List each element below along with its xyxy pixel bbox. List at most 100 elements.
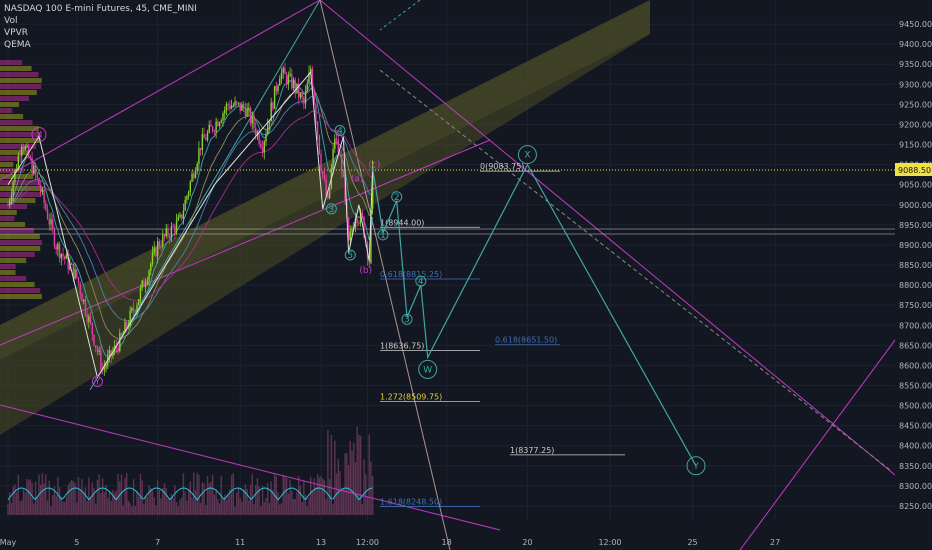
volume-bar <box>273 473 276 515</box>
candle-body <box>88 316 90 322</box>
candle-body <box>213 131 216 133</box>
volume-bar <box>17 474 20 515</box>
candle-body <box>335 138 338 140</box>
candle-body <box>12 182 14 196</box>
indicator-vol[interactable]: Vol <box>4 16 18 26</box>
volume-bar <box>175 502 178 515</box>
volume-bar <box>239 498 241 515</box>
volume-bar <box>256 477 259 515</box>
candle-body <box>340 154 343 172</box>
volume-bar <box>211 474 214 515</box>
candle-body <box>108 350 111 357</box>
candle-body <box>156 241 159 257</box>
volume-bar <box>340 490 343 515</box>
candle-body <box>297 83 300 98</box>
indicator-vpvr[interactable]: VPVR <box>4 28 28 38</box>
candle-body <box>358 222 360 224</box>
candle-body <box>93 334 95 346</box>
x-tick-label: 12:00 <box>598 538 621 547</box>
volume-profile-row <box>0 258 27 263</box>
volume-profile-row <box>0 204 28 209</box>
wave-label-circle <box>31 127 47 143</box>
candle-body <box>48 219 50 225</box>
volume-bar <box>289 479 291 515</box>
volume-profile-row <box>0 72 39 77</box>
candle-body <box>146 280 149 284</box>
ema-line <box>7 110 373 302</box>
candle-body <box>282 68 284 73</box>
volume-bar <box>125 472 128 515</box>
wave-label-circle <box>91 375 103 387</box>
candle-body <box>308 72 310 84</box>
candle-body <box>10 195 13 201</box>
volume-bar <box>62 501 64 515</box>
ema-line <box>7 95 373 322</box>
volume-profile-row <box>0 156 18 161</box>
wave-label: 5 <box>347 251 353 261</box>
candle-body <box>356 218 358 223</box>
wave-label-circle <box>325 203 337 215</box>
candle-body <box>232 105 235 107</box>
volume-bar <box>46 500 49 515</box>
candle-body <box>261 147 264 153</box>
volume-bar <box>43 483 45 515</box>
x-tick-label: 5 <box>74 538 79 547</box>
candle-body <box>208 124 210 133</box>
volume-bar <box>282 474 284 515</box>
volume-bar <box>267 482 269 515</box>
volume-bar <box>353 443 355 515</box>
time-axis[interactable]: May 5 7 11 13 12:00 18 20 12:00 25 27 <box>0 538 780 547</box>
volume-bar <box>24 492 26 515</box>
candle-body <box>299 93 302 98</box>
volume-bar <box>15 491 18 515</box>
volume-bar <box>337 459 339 515</box>
wave-label-circle <box>391 191 403 203</box>
candle-body <box>227 104 229 106</box>
candle-body <box>117 347 119 352</box>
volume-bar <box>77 477 80 515</box>
channel-upper-line <box>0 0 321 181</box>
volume-bar <box>279 504 281 515</box>
wave-label: 4 <box>418 277 424 287</box>
candle-body <box>81 293 83 302</box>
y-tick-label: 8400.00 <box>899 442 932 451</box>
volume-bar <box>60 496 63 515</box>
volume-bar <box>347 465 350 515</box>
candle-body <box>158 241 161 247</box>
candle-body <box>170 226 173 239</box>
symbol-title[interactable]: NASDAQ 100 E-mini Futures, 45, CME_MINI <box>4 4 197 14</box>
candle-body <box>265 134 267 142</box>
volume-profile-row <box>0 114 24 119</box>
volume-bar <box>249 484 252 515</box>
volume-bar <box>96 479 99 515</box>
wave-label: W <box>423 365 432 375</box>
indicator-qema[interactable]: QEMA <box>4 40 31 50</box>
volume-bar <box>258 485 260 515</box>
y-tick-label: 9400.00 <box>899 40 932 49</box>
volume-bar <box>354 462 357 515</box>
candle-body <box>230 105 233 109</box>
wave-label-circle <box>334 125 346 137</box>
wave-label: (c) <box>368 161 380 171</box>
candle-body <box>132 307 135 311</box>
candle-body <box>153 247 155 253</box>
volume-bar <box>365 474 367 515</box>
volume-bar <box>244 484 247 515</box>
volume-bar <box>52 494 54 515</box>
candle-body <box>337 139 339 153</box>
candle-body <box>327 194 329 199</box>
candle-body <box>52 219 54 229</box>
fib-label: 1.618(8248.50) <box>380 498 442 507</box>
candle-body <box>95 345 97 348</box>
y-tick-label: 8700.00 <box>899 321 932 330</box>
candle-body <box>316 121 319 136</box>
volume-bar <box>371 476 374 515</box>
candle-body <box>21 146 23 156</box>
x-tick-label: 11 <box>235 538 245 547</box>
volume-bar <box>299 485 302 515</box>
volume-bar <box>64 502 66 515</box>
wave-label: X <box>524 151 530 161</box>
candle-body <box>110 350 112 357</box>
candle-body <box>263 141 265 153</box>
